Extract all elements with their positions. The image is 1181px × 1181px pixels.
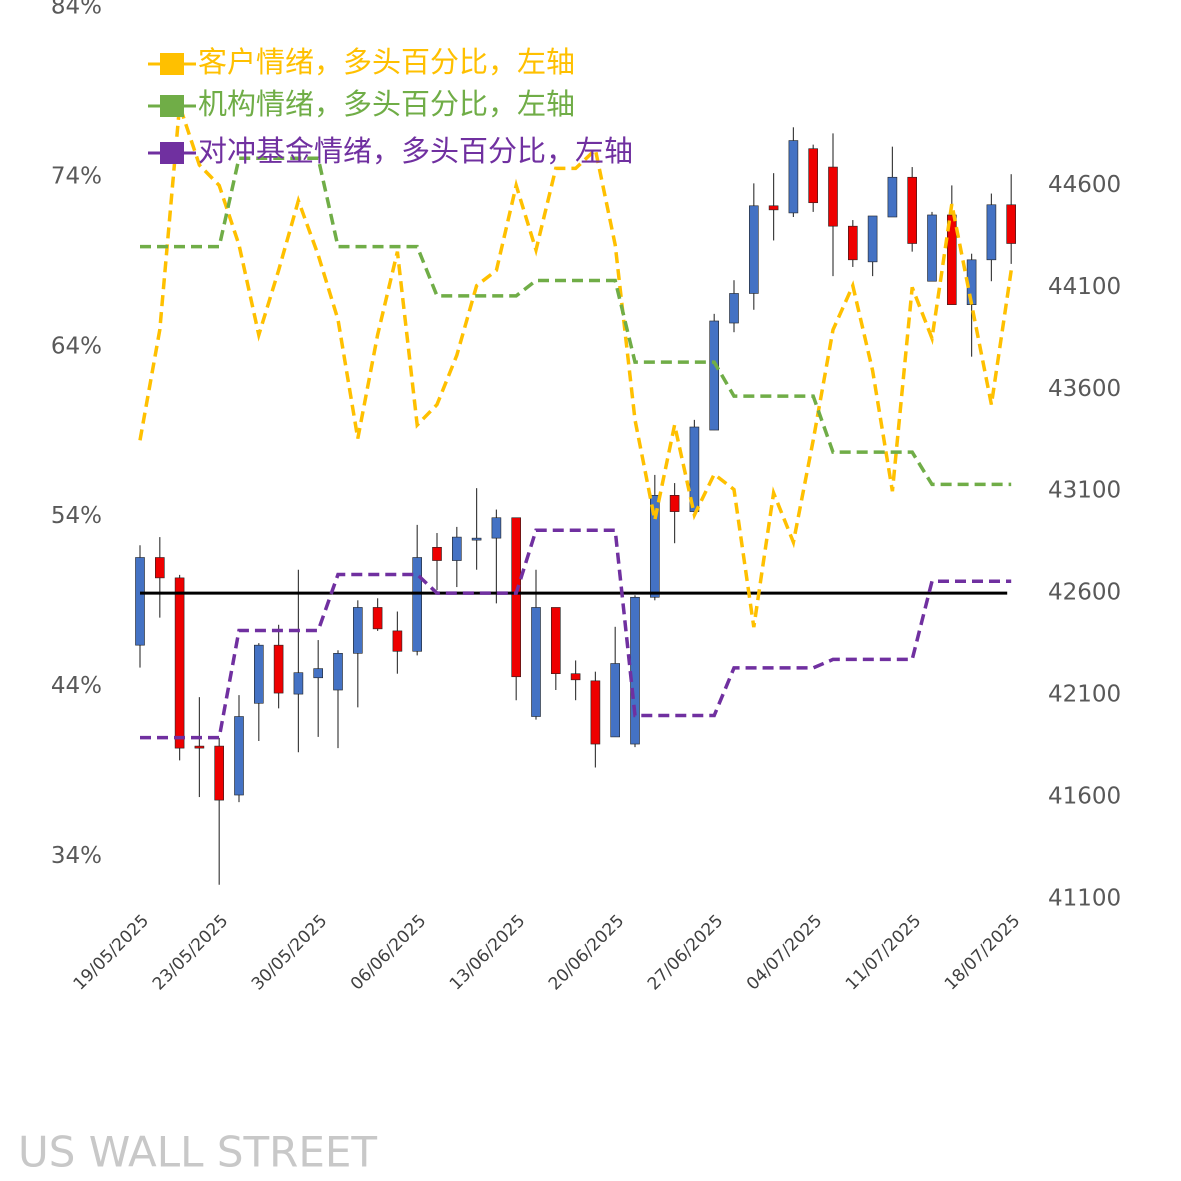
candle-body: [372, 607, 383, 630]
candle-body: [828, 166, 838, 227]
y-tick-label: 84%: [51, 0, 102, 20]
legend-swatch: [160, 53, 184, 75]
legend-swatch: [160, 142, 184, 164]
legend-label: 机构情绪，多头百分比，左轴: [198, 87, 575, 121]
y2-tick-label: 42600: [1048, 580, 1121, 606]
sentiment-line: [138, 104, 1013, 628]
y2-tick-label: 43600: [1048, 376, 1121, 402]
candle-body: [451, 536, 462, 561]
y-tick-label: 54%: [51, 503, 102, 529]
candle-body: [550, 607, 561, 675]
candle-body: [1006, 204, 1017, 244]
candle-body: [194, 745, 205, 749]
candle-body: [174, 577, 185, 749]
candle-body: [669, 495, 680, 512]
candle-body: [847, 225, 858, 261]
candle-body: [333, 653, 343, 691]
candle-body: [254, 644, 264, 704]
candle-body: [986, 204, 997, 261]
candle-body: [927, 214, 937, 282]
x-tick-label: 20/06/2025: [545, 911, 628, 994]
candle-body: [293, 672, 304, 695]
candle-body: [907, 176, 918, 244]
candle-body: [590, 680, 601, 745]
candle-body: [214, 745, 224, 801]
x-tick-label: 04/07/2025: [743, 911, 826, 994]
sentiment-line: [140, 528, 1012, 740]
candle-body: [788, 140, 799, 214]
candle-body: [135, 557, 145, 646]
x-tick-label: 23/05/2025: [149, 911, 232, 994]
y2-tick-label: 42100: [1048, 682, 1121, 708]
x-tick-label: 27/06/2025: [644, 911, 727, 994]
y2-tick-label: 44600: [1048, 172, 1121, 198]
y2-tick-label: 41100: [1048, 886, 1121, 912]
candle-body: [531, 607, 541, 717]
x-tick-label: 06/06/2025: [347, 911, 430, 994]
y-tick-label: 74%: [51, 163, 102, 189]
candle-body: [630, 596, 640, 745]
x-tick-label: 30/05/2025: [248, 911, 331, 994]
candle-body: [570, 673, 581, 681]
candle-body: [155, 557, 165, 579]
candle-body: [471, 537, 482, 541]
candle-body: [234, 716, 244, 796]
legend-label: 对冲基金情绪，多头百分比，左轴: [198, 134, 633, 168]
x-tick-label: 13/06/2025: [446, 911, 529, 994]
y-tick-label: 64%: [51, 333, 102, 359]
y2-tick-label: 44100: [1048, 274, 1121, 300]
x-tick-label: 11/07/2025: [842, 911, 925, 994]
candle-body: [511, 517, 522, 678]
candle-body: [491, 517, 502, 539]
candle-body: [649, 495, 660, 598]
candle-body: [709, 320, 720, 431]
candle-body: [412, 557, 423, 652]
candle-body: [946, 214, 957, 305]
legend-swatch: [160, 95, 184, 117]
candle-body: [273, 644, 284, 694]
candle-body: [867, 215, 878, 263]
candle-body: [313, 668, 324, 679]
candle-body: [748, 205, 759, 294]
y2-tick-label: 41600: [1048, 784, 1121, 810]
y-tick-label: 44%: [51, 673, 102, 699]
candle-body: [610, 663, 621, 738]
x-tick-label: 18/07/2025: [941, 911, 1024, 994]
legend-label: 客户情绪，多头百分比，左轴: [198, 45, 575, 79]
candle-body: [352, 607, 363, 654]
x-tick-label: 19/05/2025: [70, 911, 153, 994]
candle-body: [392, 630, 403, 652]
candle-body: [808, 148, 819, 204]
watermark: US WALL STREET: [18, 1128, 377, 1177]
y2-tick-label: 43100: [1048, 478, 1121, 504]
y-tick-label: 34%: [51, 843, 102, 869]
sentiment-line: [140, 156, 1012, 487]
candle-body: [768, 205, 779, 211]
candle-body: [432, 546, 442, 561]
legend: 客户情绪，多头百分比，左轴机构情绪，多头百分比，左轴对冲基金情绪，多头百分比，左…: [148, 45, 633, 168]
candle-body: [887, 176, 898, 218]
candle-body: [729, 293, 739, 324]
